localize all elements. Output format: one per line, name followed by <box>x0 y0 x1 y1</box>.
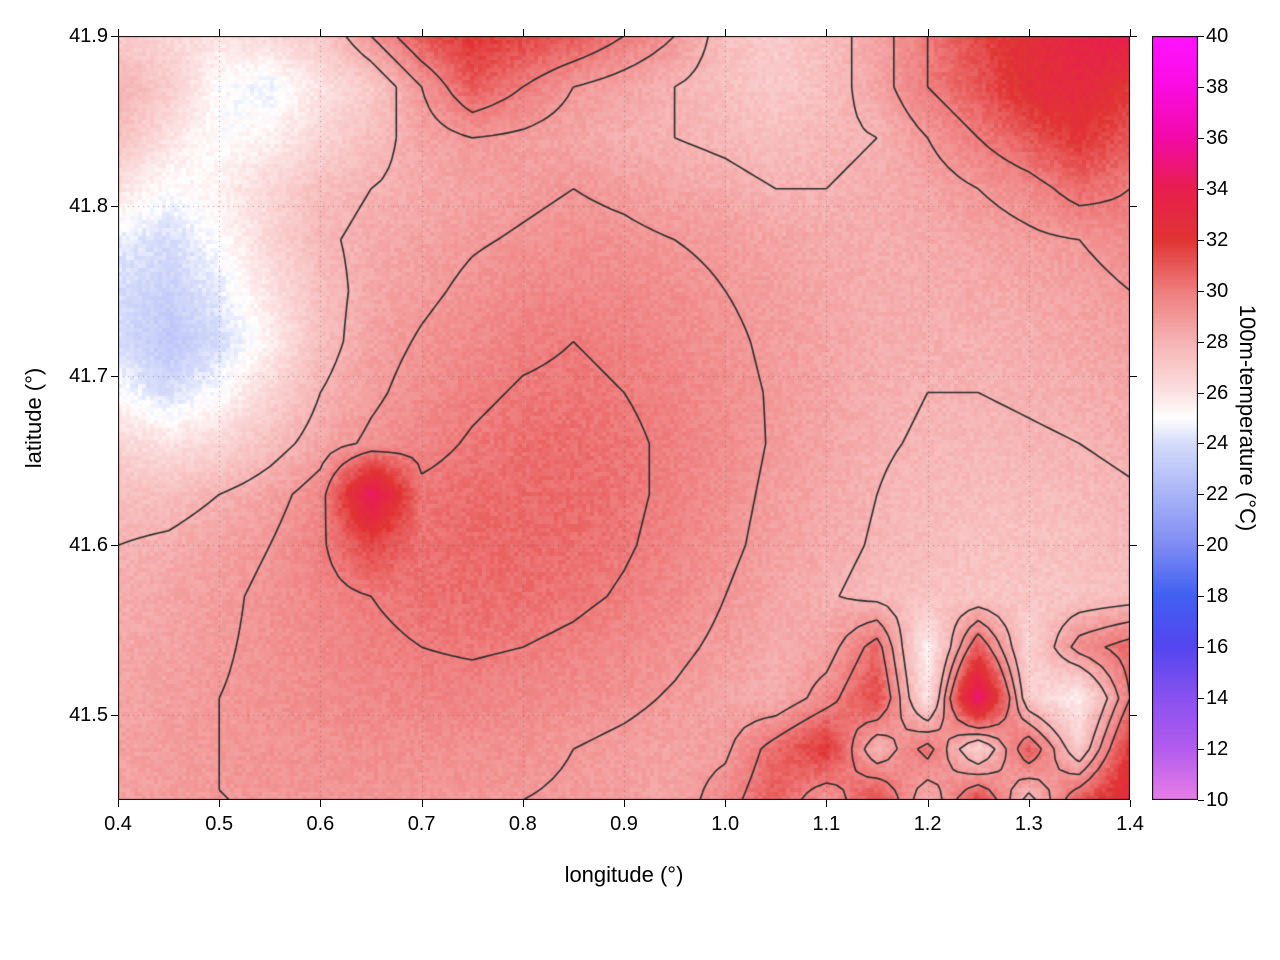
colorbar-tick-label: 28 <box>1206 330 1229 353</box>
colorbar-label: 100m-temperature (°C) <box>1235 304 1260 532</box>
tick-mark <box>1198 87 1204 88</box>
tick-mark <box>928 29 929 36</box>
tick-mark <box>1130 545 1137 546</box>
y-axis-label: latitude (°) <box>21 367 46 469</box>
tick-mark <box>826 29 827 36</box>
tick-mark <box>1029 29 1030 36</box>
tick-mark <box>624 29 625 36</box>
x-tick-label: 1.3 <box>1014 813 1043 835</box>
tick-mark <box>1198 596 1204 597</box>
tick-mark <box>523 29 524 36</box>
tick-mark <box>219 800 220 807</box>
x-tick-label: 0.7 <box>407 813 436 835</box>
colorbar-tick-label: 36 <box>1206 126 1229 149</box>
x-tick-label: 0.5 <box>205 813 234 835</box>
y-tick-label: 41.9 <box>69 25 108 47</box>
colorbar-tick-label: 12 <box>1206 738 1229 761</box>
tick-mark <box>219 29 220 36</box>
colorbar <box>1152 36 1198 800</box>
colorbar-tick-label: 18 <box>1206 585 1229 608</box>
tick-mark <box>523 800 524 807</box>
tick-mark <box>320 29 321 36</box>
tick-mark <box>725 29 726 36</box>
tick-mark <box>1198 545 1204 546</box>
tick-mark <box>111 206 118 207</box>
x-tick-label: 1.1 <box>812 813 841 835</box>
tick-mark <box>320 800 321 807</box>
tick-mark <box>1198 240 1204 241</box>
y-tick-label: 41.8 <box>69 194 108 217</box>
tick-mark <box>111 376 118 377</box>
x-tick-label: 0.8 <box>508 813 537 835</box>
tick-mark <box>111 36 118 37</box>
x-tick-label: 1.4 <box>1116 813 1144 835</box>
tick-mark <box>111 545 118 546</box>
colorbar-tick-label: 38 <box>1206 75 1229 98</box>
tick-mark <box>1130 800 1131 807</box>
colorbar-tick-label: 32 <box>1206 228 1229 251</box>
tick-mark <box>1130 36 1137 37</box>
tick-mark <box>725 800 726 807</box>
tick-mark <box>1198 647 1204 648</box>
tick-mark <box>1130 376 1137 377</box>
tick-mark <box>1198 698 1204 699</box>
tick-mark <box>928 800 929 807</box>
x-tick-label: 1.0 <box>711 813 740 835</box>
colorbar-tick-label: 34 <box>1206 177 1229 200</box>
colorbar-tick-label: 26 <box>1206 381 1229 404</box>
y-tick-label: 41.6 <box>69 534 108 557</box>
x-tick-label: 0.4 <box>104 813 132 835</box>
colorbar-tick-label: 40 <box>1206 25 1229 47</box>
tick-mark <box>118 800 119 807</box>
heatmap-canvas <box>118 36 1130 800</box>
y-tick-label: 41.7 <box>69 364 108 387</box>
tick-mark <box>1198 342 1204 343</box>
x-tick-label: 1.2 <box>913 813 942 835</box>
tick-mark <box>1029 800 1030 807</box>
colorbar-tick-label: 16 <box>1206 636 1229 659</box>
colorbar-tick-label: 22 <box>1206 483 1229 506</box>
tick-mark <box>422 29 423 36</box>
tick-mark <box>826 800 827 807</box>
colorbar-tick-label: 20 <box>1206 534 1229 557</box>
colorbar-tick-label: 10 <box>1206 789 1229 811</box>
tick-mark <box>1130 29 1131 36</box>
x-axis-label: longitude (°) <box>564 862 684 887</box>
tick-mark <box>1198 189 1204 190</box>
tick-mark <box>1198 494 1204 495</box>
tick-mark <box>1198 800 1204 801</box>
tick-mark <box>1130 206 1137 207</box>
x-tick-label: 0.9 <box>610 813 638 835</box>
tick-mark <box>1198 393 1204 394</box>
tick-mark <box>1198 291 1204 292</box>
tick-mark <box>118 29 119 36</box>
y-tick-label: 41.5 <box>69 704 108 727</box>
tick-mark <box>422 800 423 807</box>
tick-mark <box>1198 443 1204 444</box>
colorbar-tick-label: 14 <box>1206 687 1229 710</box>
tick-mark <box>1198 138 1204 139</box>
tick-mark <box>111 715 118 716</box>
tick-mark <box>1198 749 1204 750</box>
tick-mark <box>624 800 625 807</box>
tick-mark <box>1198 36 1204 37</box>
colorbar-tick-label: 30 <box>1206 279 1229 302</box>
colorbar-tick-label: 24 <box>1206 432 1229 455</box>
x-tick-label: 0.6 <box>306 813 335 835</box>
tick-mark <box>1130 715 1137 716</box>
